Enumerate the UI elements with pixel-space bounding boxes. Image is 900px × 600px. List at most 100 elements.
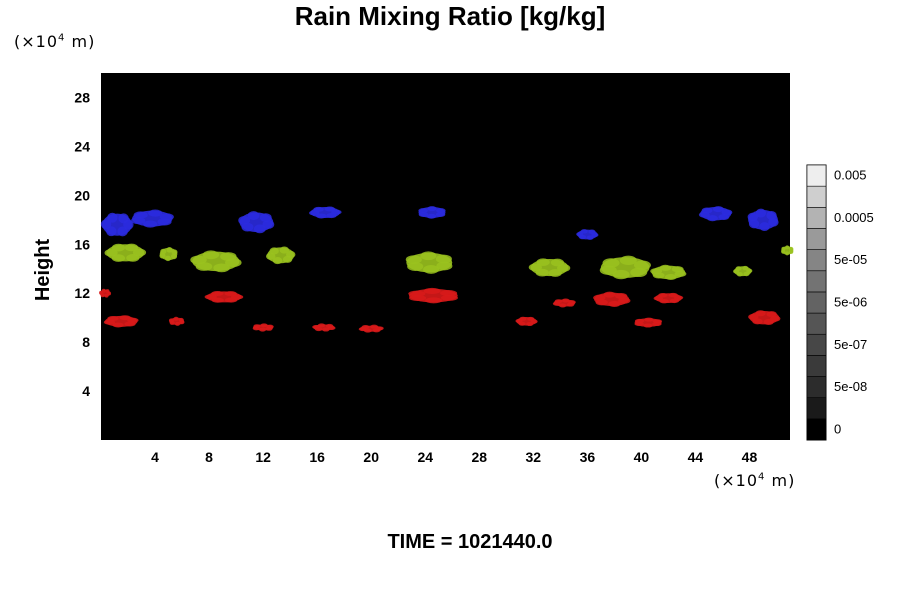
green-layer-blob-part <box>550 258 565 267</box>
y-axis-unit: (×104 m) <box>14 32 95 51</box>
red-layer-blob-part <box>104 293 109 298</box>
blue-layer-blob-part <box>427 206 437 212</box>
red-layer-blob-part <box>658 293 668 298</box>
y-tick-label: 12 <box>74 285 90 301</box>
time-label: TIME = 1021440.0 <box>387 531 553 553</box>
green-layer-blob-part <box>190 255 207 265</box>
red-layer-blob-part <box>748 313 759 320</box>
blue-layer-blob-part <box>117 226 128 237</box>
red-layer-blob-part <box>554 299 563 304</box>
x-tick-label: 4 <box>151 449 159 465</box>
blue-layer-blob-part <box>435 212 446 217</box>
y-tick-label: 28 <box>74 89 90 105</box>
blue-layer-blob-part <box>313 206 324 212</box>
colorbar-level <box>806 249 827 272</box>
x-tick-label: 48 <box>742 449 758 465</box>
blue-layer-blob-part <box>247 211 260 220</box>
y-unit-exponent: 4 <box>58 32 66 44</box>
blue-layer-blob-part <box>426 213 437 219</box>
red-layer-blob-part <box>409 294 427 302</box>
blue-layer-blob-part <box>747 212 758 222</box>
green-layer-blob-part <box>279 246 290 254</box>
colorbar-level <box>806 228 827 250</box>
colorbar-label: 0.005 <box>834 168 867 183</box>
green-layer-blob-part <box>659 264 672 271</box>
blue-layer-blob-part <box>253 224 266 234</box>
green-layer-blob-part <box>633 260 651 270</box>
green-layer-blob-part <box>407 262 424 271</box>
red-layer-blob-part <box>127 317 139 323</box>
green-layer-blob-part <box>423 265 440 274</box>
green-layer-blob-part <box>104 248 118 257</box>
red-layer-blob-part <box>168 318 175 323</box>
blue-layer-blob-part <box>238 215 251 225</box>
green-layer-blob-part <box>126 254 140 262</box>
red-layer-blob-part <box>603 291 616 298</box>
blue-layer-blob-part <box>107 212 118 223</box>
red-layer-blob-part <box>643 323 653 328</box>
x-tick-label: 44 <box>688 449 704 465</box>
x-tick-label: 28 <box>471 449 487 465</box>
red-layer-blob-part <box>423 287 441 294</box>
red-layer-blob-part <box>593 294 606 301</box>
green-layer-blob-part <box>785 251 790 256</box>
green-layer-blob-part <box>557 264 571 272</box>
red-layer-blob-part <box>634 318 645 323</box>
blue-layer-blob-part <box>698 211 710 218</box>
x-unit-base: (×10 <box>714 471 759 490</box>
red-layer-blob-part <box>312 325 320 330</box>
red-layer-blob-part <box>224 291 237 297</box>
red-layer-blob-part <box>372 328 381 333</box>
red-layer-blob-part <box>566 302 575 307</box>
green-layer-blob-part <box>736 272 743 277</box>
green-layer-blob-part <box>164 255 172 262</box>
green-layer-blob-part <box>602 258 620 268</box>
colorbar-level <box>806 207 827 229</box>
red-layer-blob-part <box>361 325 370 330</box>
colorbar-level <box>806 291 827 314</box>
y-tick-label: 16 <box>74 236 90 252</box>
red-layer-blob-part <box>653 296 664 301</box>
x-axis-unit: (×104 m) <box>714 471 795 490</box>
red-layer-blob-part <box>595 299 608 306</box>
blue-layer-blob-part <box>759 222 770 231</box>
red-layer-blob-part <box>408 290 426 297</box>
colorbar-label: 5e-06 <box>834 295 867 310</box>
red-layer-blob-part <box>440 290 458 297</box>
green-layer-blob-part <box>269 247 279 255</box>
colorbar-level <box>806 312 827 335</box>
green-layer-blob-part <box>781 249 786 254</box>
red-layer-blob-part <box>608 300 621 307</box>
green-layer-blob-part <box>160 248 167 255</box>
colorbar-label: 0.0005 <box>834 210 874 225</box>
red-layer-blob-part <box>755 310 766 317</box>
red-layer-blob-part <box>668 292 678 298</box>
x-tick-label: 16 <box>309 449 325 465</box>
red-layer-blob-part <box>124 321 136 327</box>
colorbar-level <box>806 185 827 208</box>
blue-layer-blob-part <box>721 209 733 216</box>
green-layer-blob-part <box>528 263 542 272</box>
red-layer-blob-part <box>561 298 570 303</box>
blue-layer-blob-part <box>100 219 112 230</box>
green-layer-blob-part <box>159 253 166 259</box>
y-unit-base: (×10 <box>14 32 59 51</box>
green-layer-blob-part <box>435 254 452 264</box>
blue-layer-blob-part <box>309 210 320 216</box>
green-layer-blob-part <box>548 269 562 277</box>
blue-layer-blob-part <box>118 213 129 224</box>
green-layer-blob-part <box>619 255 637 266</box>
green-layer-blob-part <box>671 266 684 273</box>
x-unit-exponent: 4 <box>758 471 766 483</box>
colorbar-label: 0 <box>834 421 841 436</box>
red-layer-blob-part <box>614 293 628 300</box>
colorbar-level <box>806 355 827 377</box>
red-layer-blob-part <box>211 297 224 303</box>
colorbar-level <box>806 376 827 398</box>
red-layer-blob-part <box>174 321 181 326</box>
x-tick-label: 20 <box>363 449 379 465</box>
x-tick-label: 8 <box>205 449 213 465</box>
green-layer-blob-part <box>124 243 139 252</box>
green-layer-blob-part <box>420 251 437 261</box>
